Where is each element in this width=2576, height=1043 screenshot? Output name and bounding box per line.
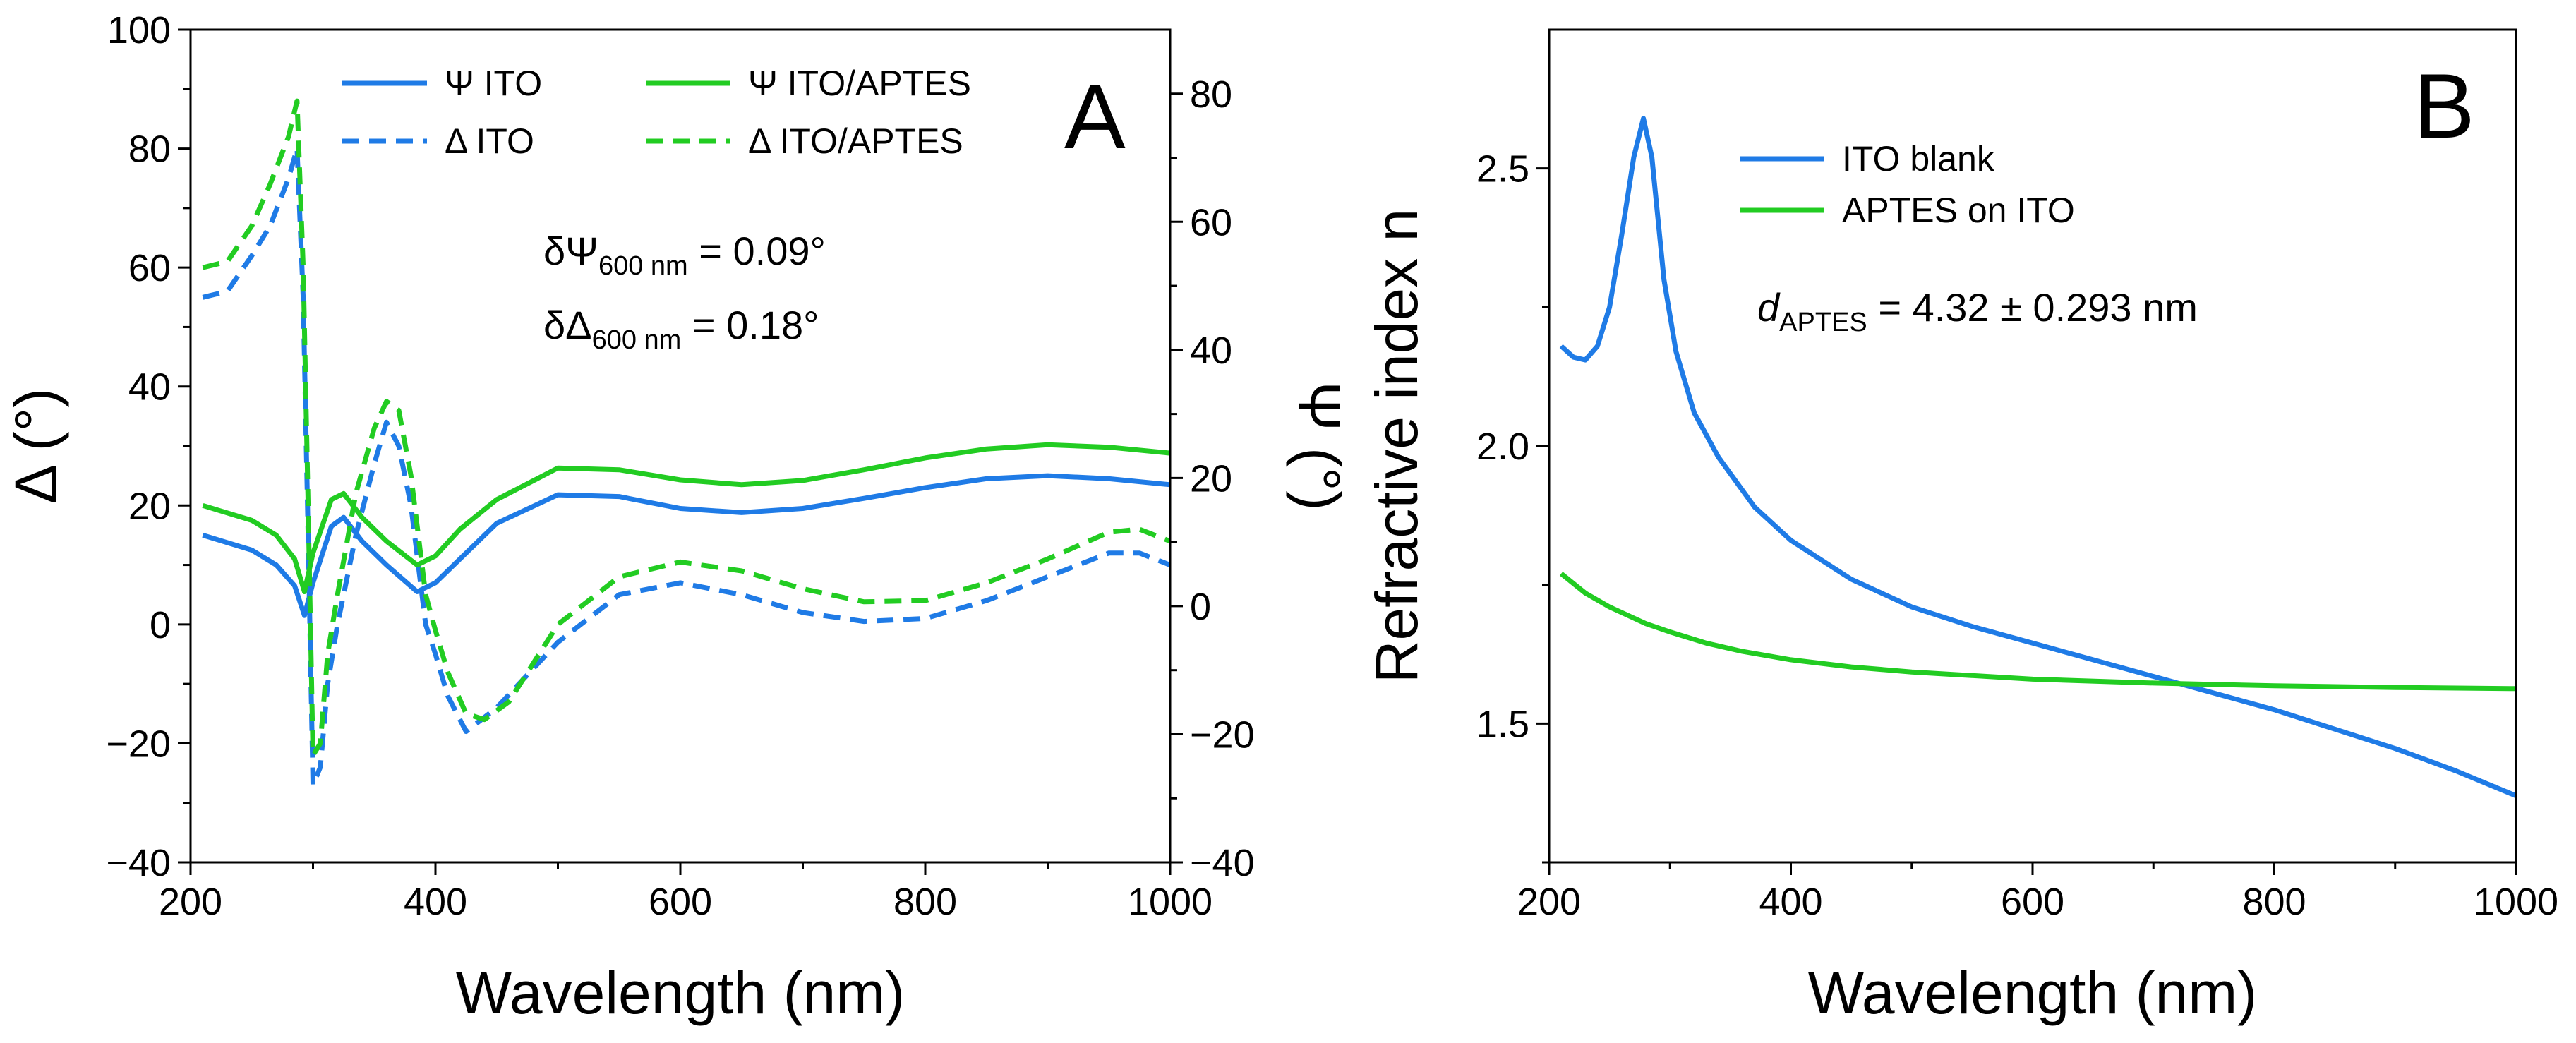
b-x-tick-label-200: 200 xyxy=(1517,881,1581,923)
panel-b-y-title: Refractive index n xyxy=(1364,209,1430,683)
b-x-tick-label-400: 400 xyxy=(1759,881,1822,923)
legend-label-delta-ito: Δ ITO xyxy=(445,121,534,161)
series-ito xyxy=(202,473,1171,618)
y-left-tick-label--20: −20 xyxy=(106,723,171,765)
legend-label-psi-ito: Ψ ITO xyxy=(445,64,542,103)
series-ito-blank xyxy=(1559,116,2517,798)
panel-b-annotation-thickness: dAPTES = 4.32 ± 0.293 nm xyxy=(1757,285,2198,337)
legend-label-delta-aptes: Δ ITO/APTES xyxy=(748,121,963,161)
panel-a-y-right-title: Ψ (°) xyxy=(1286,381,1352,510)
x-tick-label-400: 400 xyxy=(404,881,467,923)
panel-a: 200 400 600 800 1000−40−20020406080100−40−20… xyxy=(3,9,1352,1026)
panel-a-annotation-delta: δΔ600 nm = 0.18° xyxy=(543,303,819,355)
y-left-tick-label-100: 100 xyxy=(107,9,171,52)
panel-b-label: B xyxy=(2414,54,2475,157)
y-left-tick-label-0: 0 xyxy=(150,604,171,646)
y-right-tick-label-20: 20 xyxy=(1190,457,1232,500)
y-right-tick-label-80: 80 xyxy=(1190,73,1232,116)
legend-label-psi-aptes: Ψ ITO/APTES xyxy=(748,64,971,103)
y-right-tick-label-60: 60 xyxy=(1190,201,1232,243)
series-ito xyxy=(202,146,1172,788)
panel-a-annotation-psi: δΨ600 nm = 0.09° xyxy=(543,229,826,281)
x-tick-label-200: 200 xyxy=(159,881,222,923)
y-left-tick-label--40: −40 xyxy=(106,842,171,884)
y-right-tick-label-40: 40 xyxy=(1190,330,1232,372)
b-x-tick-label-800: 800 xyxy=(2242,881,2306,923)
panel-b-legend: ITO blank APTES on ITO xyxy=(1740,139,2075,230)
panel-a-annotations: δΨ600 nm = 0.09° δΔ600 nm = 0.18° xyxy=(543,229,826,355)
panel-a-x-title: Wavelength (nm) xyxy=(456,960,905,1026)
panel-a-label: A xyxy=(1064,65,1126,168)
y-right-tick-label-0: 0 xyxy=(1190,586,1211,628)
b-y-tick-label-2: 2.0 xyxy=(1476,426,1529,468)
panel-b-frame xyxy=(1548,28,2517,864)
x-tick-label-800: 800 xyxy=(893,881,957,923)
panel-a-series-group xyxy=(202,98,1172,788)
y-right-tick-label--20: −20 xyxy=(1190,713,1255,756)
y-left-tick-label-20: 20 xyxy=(128,485,171,527)
y-left-tick-label-60: 60 xyxy=(128,247,171,289)
y-left-tick-label-80: 80 xyxy=(128,128,171,171)
panel-b-x-title: Wavelength (nm) xyxy=(1808,960,2257,1026)
b-y-tick-label-1.5: 1.5 xyxy=(1476,703,1529,745)
panel-b: 200 400 600 800 1000 1.5 2.0 2.5 B Refractive i… xyxy=(1364,28,2558,1026)
legend-label-ito-blank: ITO blank xyxy=(1842,139,1995,179)
panel-a-ticks: 200 400 600 800 1000−40−20020406080100−40−20… xyxy=(106,9,1254,923)
panel-b-series-group xyxy=(1559,116,2517,798)
panel-a-legend: Ψ ITO Δ ITO Ψ ITO/APTES Δ ITO/APTES xyxy=(342,64,971,161)
b-x-tick-label-600: 600 xyxy=(2001,881,2064,923)
b-x-tick-label-1000: 1000 xyxy=(2474,881,2558,923)
y-left-tick-label-40: 40 xyxy=(128,366,171,409)
panel-a-y-left-title: Δ (°) xyxy=(3,388,69,504)
b-y-tick-label-2.5: 2.5 xyxy=(1476,148,1529,191)
x-tick-label-600: 600 xyxy=(649,881,712,923)
series-aptes-on-ito xyxy=(1559,572,2517,692)
x-tick-label-1000: 1000 xyxy=(1128,881,1212,923)
series-ito-aptes xyxy=(202,98,1172,758)
panel-b-ticks: 200 400 600 800 1000 1.5 2.0 2.5 xyxy=(1476,148,2558,923)
y-right-tick-label--40: −40 xyxy=(1190,842,1255,884)
legend-label-aptes-on-ito: APTES on ITO xyxy=(1842,191,2075,230)
series-ito-aptes xyxy=(202,442,1171,594)
